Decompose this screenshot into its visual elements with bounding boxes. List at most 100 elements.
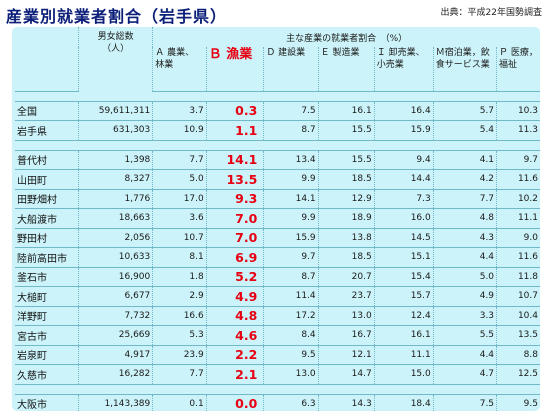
- ratio-value: 11.6: [496, 247, 540, 268]
- fishery-value: 7.0: [206, 228, 265, 248]
- ratio-value: 16.7: [318, 325, 375, 346]
- group-separator-cell: [15, 91, 540, 102]
- ratio-value: 23.9: [152, 345, 207, 365]
- ratio-value: 13.8: [318, 228, 375, 248]
- header-corner-2: [15, 47, 80, 92]
- table-row: 普代村 1,398 7.7 14.1 13.4 15.5 9.4 4.1 9.7: [15, 150, 540, 170]
- ratio-value: 10.3: [496, 101, 540, 121]
- ratio-value: 18.4: [374, 394, 434, 411]
- row-name: 洋野町: [15, 306, 80, 326]
- group-separator: [15, 140, 540, 151]
- row-name: 久慈市: [15, 364, 80, 385]
- ratio-value: 8.8: [496, 345, 540, 365]
- row-name: 田野畑村: [15, 189, 80, 209]
- ratio-value: 5.4: [433, 120, 498, 141]
- header-corner: [15, 27, 80, 47]
- ratio-value: 15.4: [374, 267, 434, 287]
- row-total: 10,633: [78, 247, 154, 268]
- ratio-value: 9.7: [263, 247, 319, 268]
- row-total: 18,663: [78, 208, 154, 229]
- ratio-value: 8.7: [263, 120, 319, 141]
- row-total: 25,669: [78, 325, 154, 346]
- ratio-value: 4.7: [433, 364, 498, 385]
- ratio-value: 3.6: [152, 208, 207, 229]
- ratio-value: 14.3: [318, 394, 375, 411]
- ratio-value: 7.7: [152, 150, 207, 170]
- header-col-3: Ｅ 製造業: [318, 47, 375, 92]
- ratio-value: 6.3: [263, 394, 319, 411]
- ratio-value: 11.1: [496, 208, 540, 229]
- ratio-value: 15.5: [318, 120, 375, 141]
- ratio-value: 14.7: [318, 364, 375, 385]
- table-row: 釜石市 16,900 1.8 5.2 8.7 20.7 15.4 5.0 11.8: [15, 267, 540, 287]
- header-col-0: Ａ 農業、 林業: [152, 47, 207, 92]
- ratio-value: 15.9: [263, 228, 319, 248]
- ratio-value: 14.5: [374, 228, 434, 248]
- ratio-value: 17.0: [152, 189, 207, 209]
- row-total: 7,732: [78, 306, 154, 326]
- row-name: 宮古市: [15, 325, 80, 346]
- ratio-value: 15.9: [374, 120, 434, 141]
- ratio-value: 11.3: [496, 120, 540, 141]
- ratio-value: 4.9: [433, 286, 498, 307]
- ratio-value: 0.1: [152, 394, 207, 411]
- header-total: 男女総数 （人）: [78, 27, 154, 91]
- table-row: 野田村 2,056 10.7 7.0 15.9 13.8 14.5 4.3 9.0: [15, 228, 540, 248]
- ratio-value: 12.1: [318, 345, 375, 365]
- row-name: 岩手県: [15, 120, 80, 141]
- fishery-value: 4.8: [206, 306, 265, 326]
- fishery-value: 14.1: [206, 150, 265, 170]
- row-name: 釜石市: [15, 267, 80, 287]
- ratio-value: 17.2: [263, 306, 319, 326]
- ratio-value: 10.7: [152, 228, 207, 248]
- ratio-value: 10.4: [496, 306, 540, 326]
- ratio-value: 9.5: [496, 394, 540, 411]
- ratio-value: 10.9: [152, 120, 207, 141]
- ratio-value: 3.7: [152, 101, 207, 121]
- ratio-value: 5.0: [433, 267, 498, 287]
- ratio-value: 18.5: [318, 247, 375, 268]
- row-name: 大阪市: [15, 394, 80, 411]
- ratio-value: 13.0: [318, 306, 375, 326]
- ratio-value: 1.8: [152, 267, 207, 287]
- header-col-1: Ｂ 漁業: [206, 47, 265, 92]
- ratio-value: 3.3: [433, 306, 498, 326]
- row-name: 山田町: [15, 169, 80, 190]
- table-row: 大船渡市 18,663 3.6 7.0 9.9 18.9 16.0 4.8 11.1: [15, 208, 540, 229]
- header-col-2: Ｄ 建設業: [263, 47, 319, 92]
- row-name: 陸前高田市: [15, 247, 80, 268]
- ratio-value: 18.5: [318, 169, 375, 190]
- fishery-value: 13.5: [206, 169, 265, 190]
- group-separator-cell: [15, 140, 540, 151]
- source-note: 出典：平成22年国勢調査: [440, 8, 542, 18]
- ratio-value: 7.3: [374, 189, 434, 209]
- ratio-value: 8.4: [263, 325, 319, 346]
- ratio-value: 5.3: [152, 325, 207, 346]
- ratio-value: 15.7: [374, 286, 434, 307]
- ratio-value: 5.7: [433, 101, 498, 121]
- ratio-value: 7.5: [263, 101, 319, 121]
- ratio-value: 15.1: [374, 247, 434, 268]
- fishery-value: 7.0: [206, 208, 265, 229]
- industry-ratio-table: 男女総数 （人） 主な産業の就業者割合 （%） Ａ 農業、 林業 Ｂ 漁業 Ｄ 建設業 Ｅ…: [15, 27, 540, 411]
- ratio-value: 16.6: [152, 306, 207, 326]
- ratio-value: 5.0: [152, 169, 207, 190]
- table-row: 宮古市 25,669 5.3 4.6 8.4 16.7 16.1 5.5 13.5: [15, 325, 540, 346]
- ratio-value: 12.5: [496, 364, 540, 385]
- row-name: 大槌町: [15, 286, 80, 307]
- ratio-value: 16.1: [318, 101, 375, 121]
- ratio-value: 11.1: [374, 345, 434, 365]
- header-row-2: Ａ 農業、 林業 Ｂ 漁業 Ｄ 建設業 Ｅ 製造業 Ｉ 卸売業、 小売業 Ｍ宿泊業，飲 食サービ…: [15, 47, 540, 92]
- fishery-value: 4.9: [206, 286, 265, 307]
- ratio-value: 12.9: [318, 189, 375, 209]
- page-title: 産業別就業者割合（岩手県）: [6, 7, 228, 26]
- ratio-value: 4.3: [433, 228, 498, 248]
- ratio-value: 13.0: [263, 364, 319, 385]
- ratio-value: 4.8: [433, 208, 498, 229]
- row-total: 16,900: [78, 267, 154, 287]
- ratio-value: 4.2: [433, 169, 498, 190]
- header-row-1: 男女総数 （人） 主な産業の就業者割合 （%）: [15, 27, 540, 91]
- group-separator: [15, 91, 540, 102]
- ratio-value: 7.7: [433, 189, 498, 209]
- ratio-value: 23.7: [318, 286, 375, 307]
